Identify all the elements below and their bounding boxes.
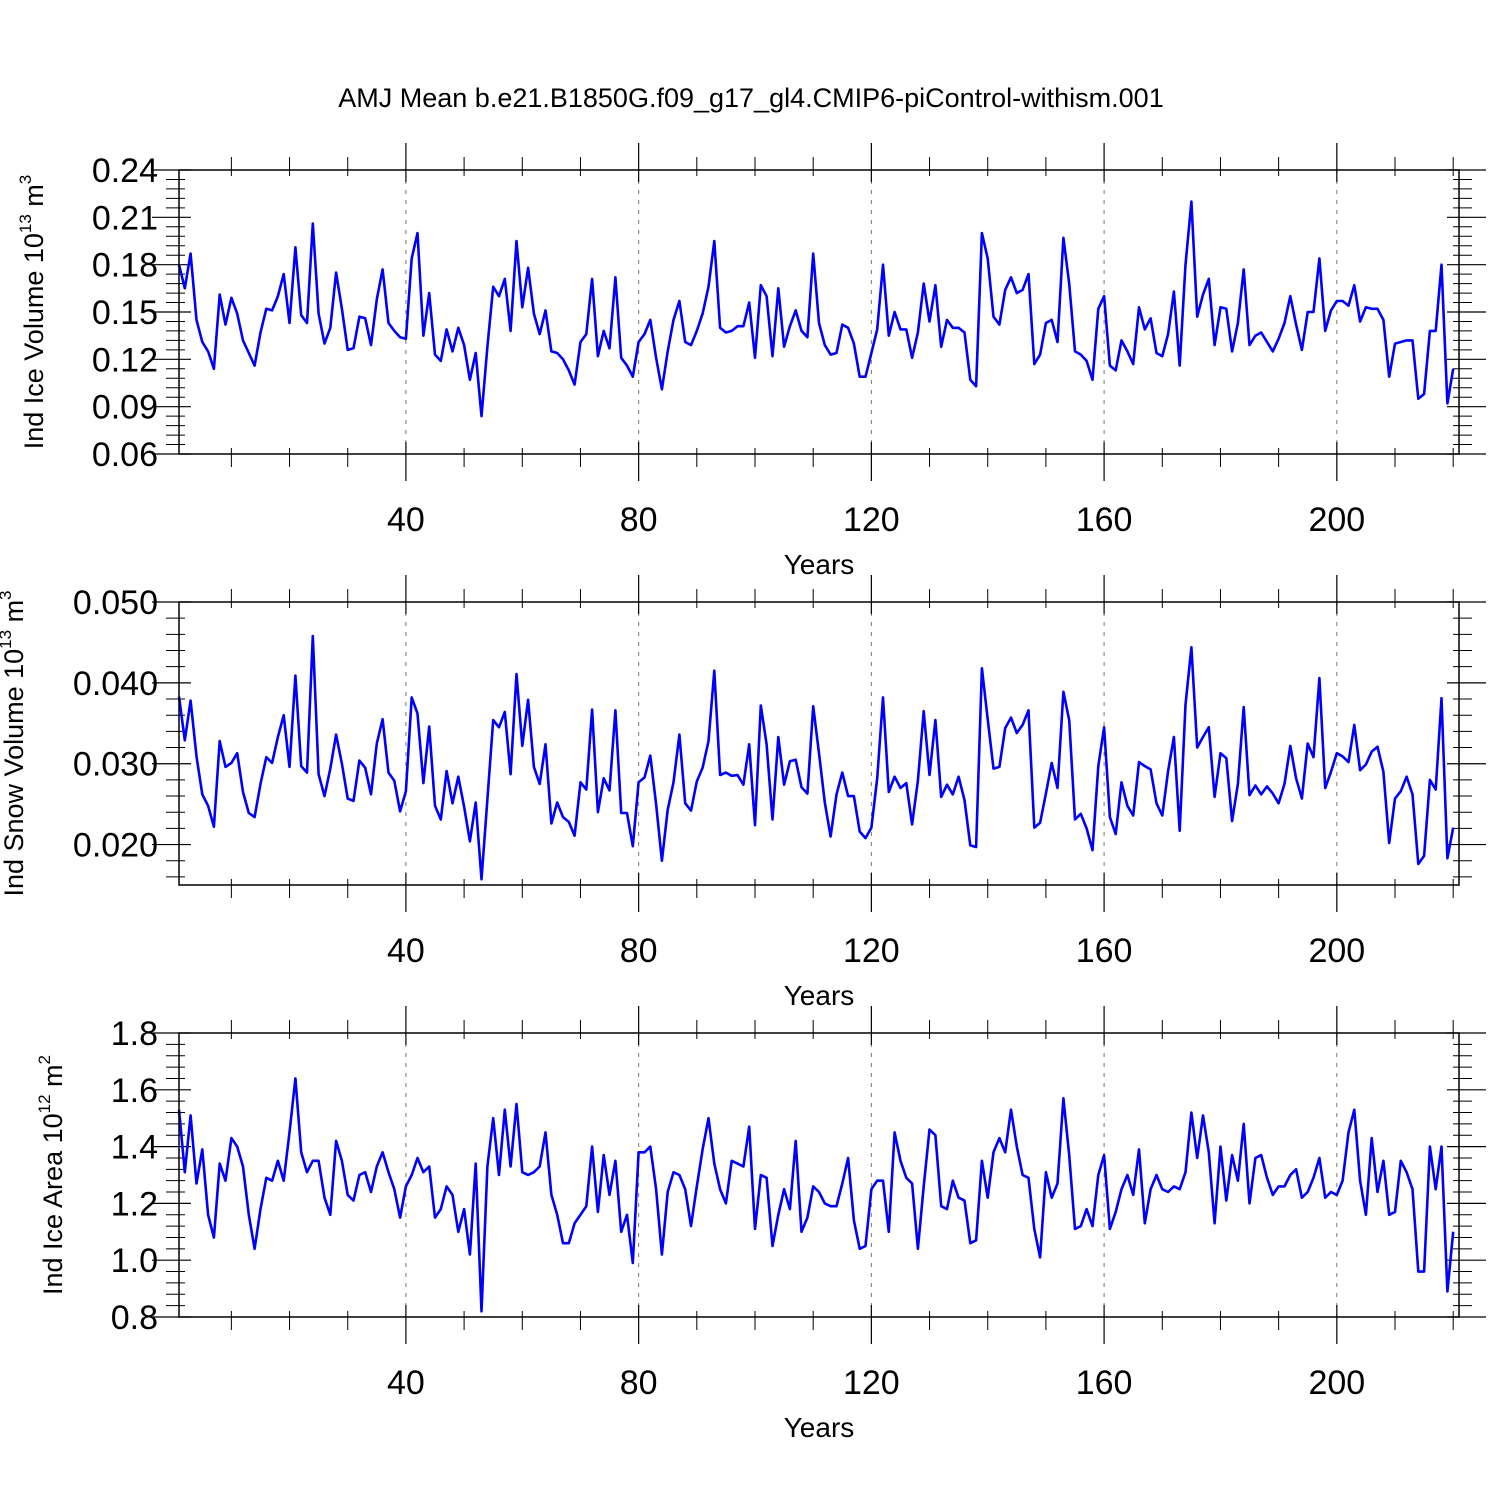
x-tick-label: 200 bbox=[1308, 932, 1365, 970]
y-axis-label-unit: m bbox=[19, 184, 49, 214]
y-tick-label: 0.15 bbox=[92, 294, 158, 332]
y-axis-label-main: Ind Ice Area 10 bbox=[38, 1113, 68, 1295]
x-axis-label: Years bbox=[784, 549, 855, 580]
y-axis-label-unit: m bbox=[38, 1064, 68, 1094]
y-axis-label-unit: m bbox=[0, 600, 29, 630]
y-tick-label: 1.0 bbox=[111, 1242, 158, 1280]
y-axis-label-unit-exponent: 2 bbox=[35, 1055, 54, 1064]
series-line-ind-ice-volume bbox=[177, 200, 1455, 418]
y-axis-label: Ind Ice Volume 1013 m3 bbox=[16, 175, 49, 450]
y-tick-label: 1.2 bbox=[111, 1185, 158, 1223]
y-axis-label-exponent: 13 bbox=[16, 214, 35, 233]
y-tick-label: 0.8 bbox=[111, 1299, 158, 1337]
series-line-ind-ice-area bbox=[177, 1077, 1455, 1313]
x-tick-label: 40 bbox=[387, 1364, 425, 1402]
y-tick-label: 0.06 bbox=[92, 436, 158, 474]
x-tick-label: 120 bbox=[843, 501, 900, 539]
y-axis-label-exponent: 12 bbox=[35, 1094, 54, 1113]
y-axis-label: Ind Snow Volume 1013 m3 bbox=[0, 590, 29, 896]
x-axis-label: Years bbox=[784, 980, 855, 1011]
x-axis-label: Years bbox=[784, 1412, 855, 1443]
x-tick-label: 80 bbox=[620, 932, 658, 970]
x-tick-label: 200 bbox=[1308, 501, 1365, 539]
x-tick-label: 120 bbox=[843, 932, 900, 970]
y-tick-label: 1.8 bbox=[111, 1015, 158, 1053]
y-axis-label: Ind Ice Area 1012 m2 bbox=[35, 1055, 68, 1295]
y-axis-label-exponent: 13 bbox=[0, 630, 15, 649]
y-tick-label: 0.21 bbox=[92, 199, 158, 237]
y-tick-label: 0.09 bbox=[92, 389, 158, 427]
y-tick-label: 0.18 bbox=[92, 247, 158, 285]
y-tick-label: 0.030 bbox=[73, 746, 158, 784]
x-tick-label: 160 bbox=[1076, 932, 1133, 970]
x-tick-label: 40 bbox=[387, 932, 425, 970]
x-tick-label: 80 bbox=[620, 1364, 658, 1402]
panel-1: 0.06 0.09 0.12 0.15 0.18 0.21 0.24 40 80 120 160 20… bbox=[16, 143, 1486, 580]
y-axis-label-unit-exponent: 3 bbox=[16, 175, 35, 184]
y-axis-label-unit-exponent: 3 bbox=[0, 590, 15, 599]
x-tick-label: 80 bbox=[620, 501, 658, 539]
y-tick-label: 0.050 bbox=[73, 584, 158, 622]
y-tick-label: 1.4 bbox=[111, 1129, 158, 1167]
x-tick-label: 40 bbox=[387, 501, 425, 539]
y-axis-label-main: Ind Snow Volume 10 bbox=[0, 649, 29, 897]
panel-3: 0.8 1.0 1.2 1.4 1.6 1.8 40 80 120 160 200 Years Ind … bbox=[35, 1006, 1486, 1443]
y-axis-label-main: Ind Ice Volume 10 bbox=[19, 233, 49, 449]
x-tick-label: 160 bbox=[1076, 501, 1133, 539]
x-tick-label: 120 bbox=[843, 1364, 900, 1402]
y-tick-label: 0.12 bbox=[92, 341, 158, 379]
plot-frame bbox=[178, 1032, 1460, 1318]
x-tick-label: 200 bbox=[1308, 1364, 1365, 1402]
panel-2: 0.020 0.030 0.040 0.050 40 80 120 160 200 Years In… bbox=[0, 575, 1486, 1011]
series-line-ind-snow-volume bbox=[177, 634, 1455, 881]
y-tick-label: 0.040 bbox=[73, 665, 158, 703]
y-tick-label: 0.020 bbox=[73, 827, 158, 865]
plot-frame bbox=[178, 601, 1460, 886]
figure-title: AMJ Mean b.e21.B1850G.f09_g17_gl4.CMIP6-… bbox=[338, 83, 1163, 113]
x-tick-label: 160 bbox=[1076, 1364, 1133, 1402]
y-tick-label: 1.6 bbox=[111, 1072, 158, 1110]
y-tick-label: 0.24 bbox=[92, 152, 158, 190]
plot-frame bbox=[178, 169, 1460, 455]
